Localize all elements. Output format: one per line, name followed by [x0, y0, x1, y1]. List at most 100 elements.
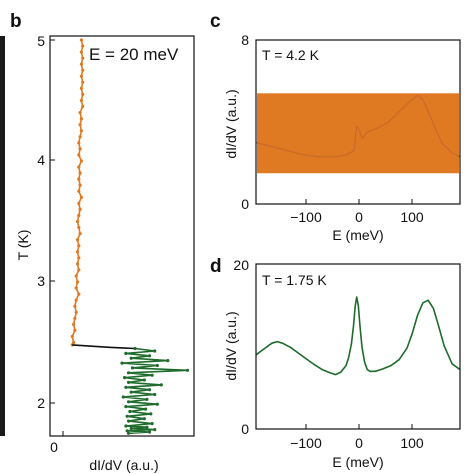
panel-d-frame	[255, 263, 461, 430]
panel-b-ytick-label: 3	[37, 273, 45, 289]
panel-b-data-point	[72, 340, 76, 345]
panel-b-data-point	[77, 292, 81, 296]
panel-b-data-point	[149, 412, 153, 416]
panel-b-data-point	[75, 219, 80, 224]
panel-b-data-point	[78, 111, 82, 115]
panel-b-data-point	[81, 80, 85, 84]
panel-b-series-line-0	[71, 39, 84, 346]
panel-b-data-point	[123, 376, 127, 380]
panel-b-data-point	[79, 195, 83, 199]
panel-c: c T = 4.2 K 0 8 −100 0 100 E (meV) dI/dV…	[210, 11, 461, 243]
panel-b-data-point	[74, 274, 78, 278]
panel-b-data-point	[79, 38, 83, 42]
panel-d-x-ticks: −100 0 100	[290, 424, 424, 451]
panel-b-data-point	[79, 117, 83, 121]
panel-c-frame	[255, 39, 461, 205]
panel-b-data-point	[78, 123, 82, 127]
panel-b-data-point	[130, 366, 135, 370]
panel-c-xtick-label: −100	[290, 209, 322, 225]
panel-b-data-point	[78, 135, 82, 139]
panel-b-ylabel: T (K)	[15, 230, 31, 261]
panel-b-data-point	[150, 422, 154, 426]
panel-b-ytick-label: 2	[37, 395, 45, 411]
panel-b-data-point	[77, 268, 81, 272]
panel-b-letter: b	[10, 11, 22, 32]
panel-b-annotation: E = 20 meV	[89, 45, 179, 64]
panel-b-data-point	[142, 378, 146, 382]
panel-b-data-point	[124, 351, 128, 355]
panel-b-data-point	[142, 417, 146, 421]
left-strip	[0, 36, 5, 436]
panel-c-xlabel: E (meV)	[332, 227, 383, 243]
panel-b-data-point	[126, 380, 131, 384]
panel-b-data-point	[166, 359, 170, 363]
panel-b-data-point	[77, 165, 81, 169]
panel-b-ytick-label: 5	[37, 33, 45, 49]
panel-b-data-point	[147, 354, 152, 358]
panel-b-data-point	[78, 147, 82, 151]
panel-d-xtick-label: −100	[290, 435, 322, 451]
panel-b-data-point	[126, 419, 131, 423]
panel-c-series-line-0	[255, 94, 461, 158]
panel-c-ytick-label: 0	[241, 196, 249, 212]
panel-b-data-point	[79, 98, 83, 103]
panel-b-data-point	[185, 368, 190, 372]
panel-b-data-point	[145, 425, 149, 429]
panel-b-data-point	[147, 388, 152, 392]
panel-d-series	[255, 296, 461, 376]
panel-d-y-ticks: 0 20	[233, 257, 261, 437]
panel-b-data-point	[121, 395, 125, 399]
panel-b-data-point	[81, 56, 85, 60]
panel-c-y-ticks: 0 8	[241, 32, 261, 212]
panel-b-data-point	[78, 207, 82, 211]
panel-b-data-point	[155, 363, 159, 368]
panel-b-ytick-label: 4	[37, 152, 45, 168]
panel-c-x-ticks: −100 0 100	[290, 199, 424, 225]
panel-b-data-point	[125, 429, 129, 433]
panel-b-data-point	[147, 430, 152, 434]
panel-b-data-point	[75, 280, 80, 284]
panel-d-ytick-label: 20	[233, 257, 249, 273]
panel-b-data-point	[75, 238, 80, 242]
panel-b-data-point	[77, 256, 81, 260]
panel-b-series-line-1	[72, 344, 136, 350]
panel-b-data-point	[78, 183, 82, 187]
panel-b-data-point	[133, 346, 137, 351]
panel-d-annotation: T = 1.75 K	[262, 272, 327, 288]
panel-b-data-point	[153, 349, 157, 353]
panel-b-data-point	[129, 390, 133, 394]
panel-b-data-point	[77, 177, 81, 181]
panel-b-data-point	[145, 397, 149, 401]
panel-b-xlabel: dI/dV (a.u.)	[89, 457, 158, 473]
panel-b-data-point	[79, 74, 83, 78]
panel-b-y-ticks: 2 3 4 5	[37, 33, 55, 411]
panel-b-data-point	[128, 409, 132, 414]
panel-b-data-point	[79, 159, 83, 163]
panel-b-data-point	[75, 250, 80, 254]
panel-b-data-point	[159, 383, 163, 387]
panel-d-series-line-0	[255, 296, 461, 376]
panel-b-data-point	[77, 225, 81, 230]
panel-c-letter: c	[210, 11, 221, 32]
panel-b-data-point	[81, 44, 85, 48]
panel-b-series	[70, 38, 190, 435]
panel-b-data-point	[72, 322, 76, 326]
panel-b-data-point	[78, 171, 82, 175]
panel-b-data-point	[81, 104, 85, 109]
panel-b-data-point	[77, 153, 81, 157]
panel-b-data-point	[155, 402, 159, 406]
panel-b-data-point	[126, 431, 131, 435]
panel-b-data-point	[78, 232, 82, 236]
panel-b-data-point	[124, 405, 128, 409]
panel-d-xlabel: E (meV)	[332, 454, 383, 470]
panel-b-data-point	[126, 400, 131, 404]
panel-b-data-point	[153, 428, 157, 432]
panel-b-data-point	[124, 424, 128, 428]
panel-d-xtick-label: 0	[355, 435, 363, 451]
panel-c-xtick-label: 0	[355, 209, 363, 225]
panel-b-data-point	[79, 86, 83, 90]
panel-b-data-point	[73, 304, 77, 308]
panel-b-data-point	[77, 213, 81, 218]
panel-b-data-point	[77, 201, 81, 205]
